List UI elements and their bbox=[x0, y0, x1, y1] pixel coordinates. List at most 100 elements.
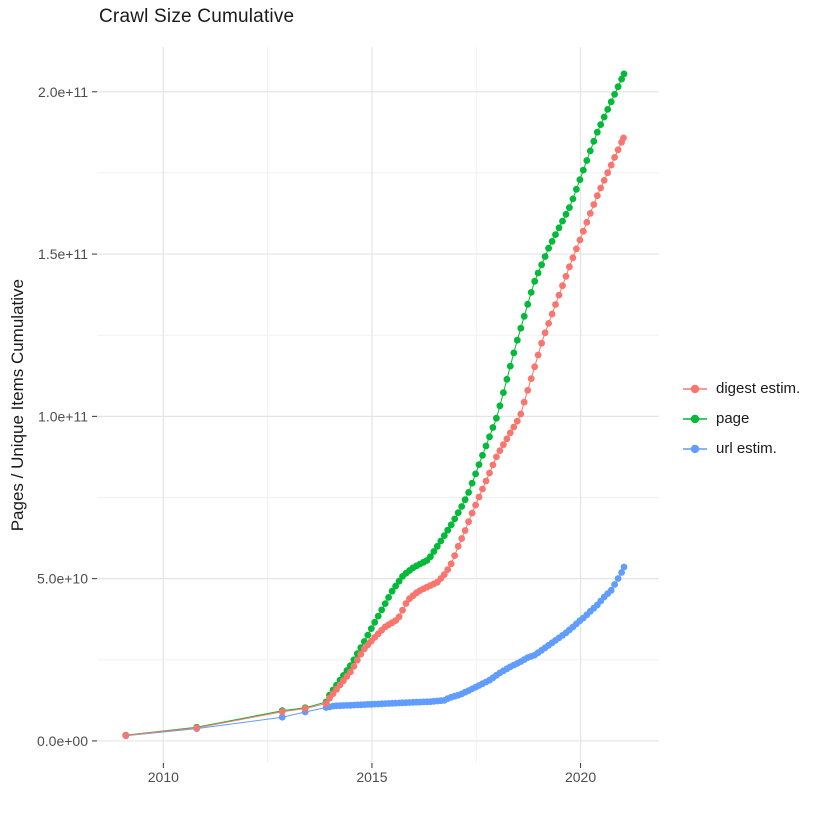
data-point bbox=[531, 277, 539, 285]
data-point bbox=[545, 320, 552, 327]
data-point bbox=[479, 451, 486, 459]
data-point bbox=[451, 515, 459, 523]
data-point bbox=[597, 121, 605, 128]
data-point bbox=[301, 705, 309, 712]
data-point bbox=[579, 227, 587, 235]
x-axis-tick-labels: 2010 2015 2020 bbox=[148, 769, 597, 785]
data-point bbox=[566, 263, 573, 271]
data-point bbox=[534, 269, 542, 277]
data-point bbox=[593, 128, 601, 136]
data-point bbox=[506, 429, 514, 437]
data-point bbox=[461, 496, 469, 504]
data-point bbox=[510, 349, 518, 357]
data-point bbox=[364, 631, 372, 639]
data-point bbox=[475, 461, 483, 468]
data-point bbox=[278, 708, 286, 716]
data-point bbox=[427, 553, 434, 561]
data-point bbox=[604, 169, 612, 177]
data-point bbox=[562, 210, 570, 218]
data-point bbox=[482, 477, 490, 485]
data-point bbox=[475, 493, 483, 501]
data-point bbox=[524, 387, 532, 394]
data-point bbox=[531, 363, 539, 371]
data-point bbox=[607, 98, 615, 106]
legend-key-page-icon bbox=[683, 414, 707, 423]
data-point bbox=[600, 113, 608, 121]
y-tick-label: 5.0e+10 bbox=[37, 571, 88, 587]
data-point bbox=[322, 700, 330, 707]
data-point bbox=[395, 577, 403, 585]
data-point bbox=[402, 600, 410, 607]
data-point bbox=[430, 548, 438, 555]
data-point bbox=[513, 417, 521, 425]
data-point bbox=[496, 447, 504, 454]
data-point bbox=[500, 441, 507, 449]
data-point bbox=[538, 261, 545, 269]
data-point bbox=[517, 324, 525, 332]
data-point bbox=[562, 272, 570, 280]
data-point bbox=[357, 650, 365, 658]
data-point bbox=[559, 217, 566, 225]
data-series bbox=[122, 70, 628, 740]
data-point bbox=[611, 154, 618, 161]
data-point bbox=[524, 300, 532, 308]
data-point bbox=[447, 560, 455, 568]
data-point bbox=[527, 375, 535, 382]
axis-tick-marks bbox=[92, 91, 582, 768]
data-point bbox=[367, 625, 375, 632]
data-point bbox=[479, 485, 486, 493]
data-point bbox=[614, 146, 622, 154]
data-point bbox=[527, 289, 535, 296]
data-point bbox=[583, 218, 591, 226]
data-point bbox=[371, 618, 379, 626]
data-point bbox=[618, 75, 625, 83]
data-point bbox=[347, 668, 354, 676]
x-tick-label: 2010 bbox=[148, 769, 179, 785]
data-point bbox=[374, 612, 382, 620]
data-point bbox=[493, 453, 500, 461]
data-point bbox=[510, 423, 518, 431]
data-point bbox=[576, 236, 584, 244]
major-gridlines bbox=[97, 47, 659, 763]
data-point bbox=[513, 336, 521, 344]
series-digest-estim bbox=[122, 134, 627, 739]
data-point bbox=[444, 566, 452, 573]
data-point bbox=[534, 351, 542, 359]
x-tick-label: 2020 bbox=[565, 769, 596, 785]
data-point bbox=[548, 238, 556, 245]
data-point bbox=[579, 166, 587, 174]
data-point bbox=[552, 231, 559, 239]
data-point bbox=[454, 542, 462, 550]
legend-label-url-estim: url estim. bbox=[716, 440, 777, 457]
data-point bbox=[611, 581, 618, 588]
data-point bbox=[350, 662, 358, 670]
data-point bbox=[586, 147, 594, 155]
legend-item-url-estim: url estim. bbox=[681, 438, 800, 459]
data-point bbox=[458, 503, 466, 510]
data-point bbox=[465, 489, 472, 496]
data-point bbox=[472, 470, 479, 478]
legend-key-url-icon bbox=[683, 444, 707, 453]
data-point bbox=[614, 83, 622, 91]
data-point bbox=[493, 414, 500, 422]
data-point bbox=[503, 375, 511, 383]
legend-label-page: page bbox=[716, 410, 750, 427]
data-point bbox=[392, 582, 399, 590]
data-point bbox=[451, 552, 459, 559]
chart-title: Crawl Size Cumulative bbox=[99, 6, 295, 27]
data-point bbox=[472, 501, 479, 509]
data-point bbox=[618, 569, 625, 576]
data-point bbox=[378, 606, 386, 614]
data-point bbox=[576, 176, 584, 184]
y-tick-label: 2.0e+11 bbox=[38, 84, 88, 100]
legend-label-digest-estim: digest estim. bbox=[716, 380, 801, 397]
data-point bbox=[600, 177, 608, 184]
data-point bbox=[552, 301, 559, 308]
data-point bbox=[555, 291, 563, 299]
data-point bbox=[559, 282, 566, 290]
data-point bbox=[569, 195, 577, 203]
data-point bbox=[444, 526, 452, 534]
data-point bbox=[489, 461, 497, 469]
data-point bbox=[388, 587, 396, 595]
